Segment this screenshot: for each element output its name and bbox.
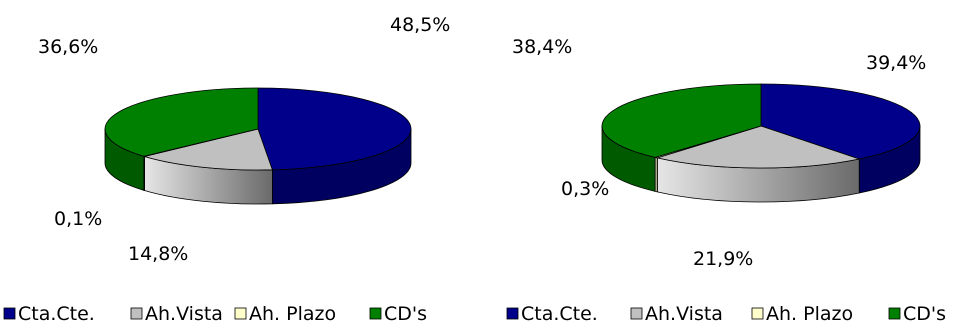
- label-cta-cte: 48,5%: [390, 14, 450, 36]
- legend-swatch-ah-vista: [630, 307, 643, 320]
- label-cds: 36,6%: [38, 36, 98, 58]
- legend-swatch-cds: [888, 307, 901, 320]
- legend-1: Cta.Cte. Ah.Vista Ah. Plazo CD's: [3, 303, 427, 324]
- slice-top-cd-s: [104, 87, 259, 157]
- legend-2: Cta.Cte. Ah.Vista Ah. Plazo CD's: [506, 303, 946, 324]
- legend-swatch-ah-plazo: [751, 307, 764, 320]
- legend-label-ah-plazo: Ah. Plazo: [766, 303, 853, 324]
- legend-swatch-cds: [369, 307, 382, 320]
- slice-top-ah-vista: [142, 128, 273, 171]
- label-ah-vista: 21,9%: [693, 248, 753, 270]
- label-cta-cte: 39,4%: [866, 52, 926, 74]
- slice-top-ah-vista: [655, 125, 861, 169]
- legend-swatch-cta-cte: [3, 307, 16, 320]
- label-ah-vista: 14,8%: [128, 243, 188, 265]
- pie-chart-1: 48,5% 36,6% 0,1% 14,8% Cta.Cte. Ah.Vista…: [3, 14, 450, 324]
- label-ah-plazo: 0,1%: [54, 208, 102, 230]
- legend-swatch-ah-plazo: [234, 307, 247, 320]
- legend-label-ah-vista: Ah.Vista: [145, 303, 223, 324]
- legend-label-cds: CD's: [903, 303, 946, 324]
- legend-label-cds: CD's: [384, 303, 427, 324]
- label-cds: 38,4%: [512, 36, 572, 58]
- legend-swatch-cta-cte: [506, 307, 519, 320]
- slice-top-cta-cte: [760, 83, 921, 160]
- legend-label-cta-cte: Cta.Cte.: [521, 303, 598, 324]
- label-ah-plazo: 0,3%: [561, 178, 609, 200]
- legend-label-ah-plazo: Ah. Plazo: [249, 303, 336, 324]
- slice-top-cta-cte: [257, 87, 412, 171]
- legend-label-cta-cte: Cta.Cte.: [18, 303, 95, 324]
- legend-swatch-ah-vista: [130, 307, 143, 320]
- legend-label-ah-vista: Ah.Vista: [645, 303, 723, 324]
- pie-chart-2: 39,4% 38,4% 0,3% 21,9% Cta.Cte. Ah.Vista…: [506, 36, 946, 324]
- slice-top-cd-s: [601, 83, 762, 158]
